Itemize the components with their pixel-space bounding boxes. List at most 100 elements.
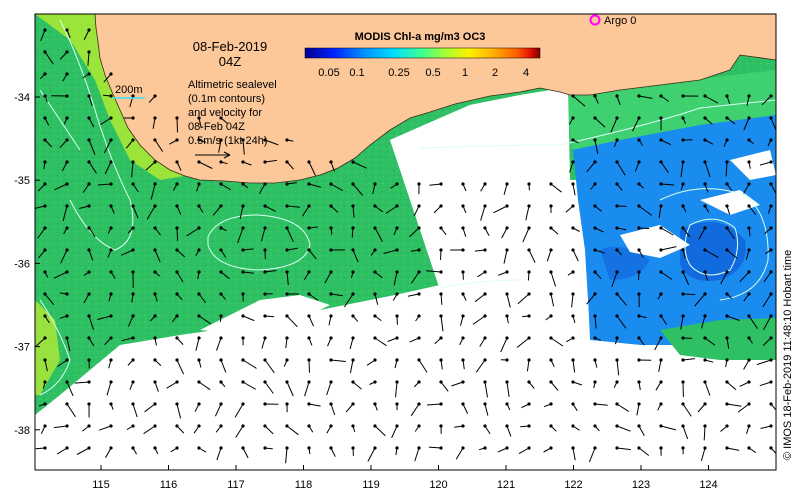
velocity-arrow-origin bbox=[769, 248, 773, 252]
velocity-arrow bbox=[264, 205, 276, 212]
velocity-arrow-origin bbox=[703, 204, 707, 208]
velocity-arrow-origin bbox=[109, 402, 113, 406]
velocity-arrow bbox=[212, 205, 222, 216]
velocity-arrow-origin bbox=[637, 138, 641, 142]
velocity-arrow-origin bbox=[681, 402, 685, 406]
velocity-arrow-origin bbox=[395, 446, 399, 450]
velocity-arrow-origin bbox=[417, 292, 421, 296]
velocity-arrow-origin bbox=[593, 424, 597, 428]
velocity-arrow-origin bbox=[527, 336, 531, 340]
velocity-arrow bbox=[220, 183, 231, 191]
velocity-arrows bbox=[35, 28, 776, 464]
velocity-arrow-origin bbox=[43, 50, 47, 54]
velocity-arrow bbox=[79, 205, 90, 209]
velocity-arrow-origin bbox=[87, 116, 91, 120]
colorbar-ticks: 0.05 0.1 0.25 0.5 1 2 4 bbox=[318, 67, 529, 79]
velocity-arrow-origin bbox=[769, 204, 773, 208]
velocity-arrow bbox=[484, 403, 489, 416]
velocity-arrow-origin bbox=[263, 226, 267, 230]
velocity-arrow bbox=[105, 447, 112, 458]
velocity-arrow-origin bbox=[43, 402, 47, 406]
velocity-arrow bbox=[308, 183, 322, 188]
velocity-arrow bbox=[330, 447, 336, 457]
velocity-arrow-origin bbox=[659, 358, 663, 362]
argo-float-marker[interactable] bbox=[589, 14, 601, 26]
velocity-arrow-origin bbox=[725, 204, 729, 208]
velocity-arrow-origin bbox=[571, 182, 575, 186]
velocity-arrow bbox=[660, 425, 677, 431]
velocity-arrow-origin bbox=[549, 380, 553, 384]
velocity-arrow bbox=[98, 425, 112, 431]
velocity-arrow-origin bbox=[549, 314, 553, 318]
velocity-arrow-origin bbox=[615, 182, 619, 186]
velocity-arrow bbox=[395, 381, 398, 398]
velocity-arrow-origin bbox=[65, 160, 69, 164]
velocity-arrow-origin bbox=[615, 160, 619, 164]
velocity-arrow bbox=[638, 447, 650, 456]
velocity-arrow bbox=[594, 249, 606, 254]
velocity-arrow-origin bbox=[461, 380, 465, 384]
velocity-arrow-origin bbox=[593, 314, 597, 318]
velocity-arrow bbox=[726, 403, 742, 407]
velocity-arrow bbox=[352, 183, 364, 196]
velocity-arrow-origin bbox=[65, 402, 69, 406]
colorbar-tick-label: 0.5 bbox=[425, 67, 440, 79]
velocity-arrow bbox=[660, 183, 675, 186]
velocity-arrow-origin bbox=[131, 226, 135, 230]
velocity-arrow-origin bbox=[703, 160, 707, 164]
velocity-arrow bbox=[349, 359, 354, 374]
velocity-arrow bbox=[37, 183, 46, 192]
velocity-arrow bbox=[616, 359, 620, 376]
velocity-arrow bbox=[418, 359, 428, 373]
velocity-arrow bbox=[616, 161, 626, 176]
velocity-arrow-origin bbox=[351, 402, 355, 406]
velocity-arrow bbox=[393, 271, 398, 286]
velocity-arrow bbox=[616, 315, 627, 329]
velocity-arrow bbox=[132, 205, 139, 219]
velocity-arrow bbox=[351, 227, 354, 238]
colorbar bbox=[304, 47, 541, 59]
velocity-arrow-origin bbox=[593, 358, 597, 362]
velocity-arrow-origin bbox=[571, 380, 575, 384]
velocity-arrow-origin bbox=[153, 226, 157, 230]
velocity-arrow bbox=[660, 271, 673, 280]
velocity-arrow-origin bbox=[703, 182, 707, 186]
velocity-arrow bbox=[610, 117, 618, 133]
velocity-arrow-origin bbox=[703, 402, 707, 406]
velocity-arrow bbox=[518, 447, 530, 455]
velocity-arrow-origin bbox=[461, 424, 465, 428]
velocity-arrow bbox=[237, 227, 244, 244]
velocity-arrow-origin bbox=[461, 292, 465, 296]
velocity-arrow-origin bbox=[769, 160, 773, 164]
velocity-arrow-origin bbox=[329, 292, 333, 296]
velocity-arrow-origin bbox=[219, 204, 223, 208]
velocity-arrow-origin bbox=[461, 270, 465, 274]
velocity-arrow-origin bbox=[307, 182, 311, 186]
velocity-arrow-origin bbox=[65, 226, 69, 230]
x-tick-label: 119 bbox=[362, 479, 380, 491]
velocity-arrow bbox=[500, 337, 508, 353]
velocity-arrow-origin bbox=[505, 380, 509, 384]
velocity-arrow-origin bbox=[681, 292, 685, 296]
velocity-arrow-origin bbox=[461, 204, 465, 208]
velocity-arrow bbox=[349, 337, 354, 350]
velocity-arrow-origin bbox=[329, 226, 333, 230]
velocity-arrow-origin bbox=[87, 94, 91, 98]
velocity-arrow bbox=[550, 293, 555, 307]
velocity-arrow bbox=[739, 381, 750, 387]
velocity-arrow-origin bbox=[527, 292, 531, 296]
velocity-arrow-origin bbox=[373, 402, 377, 406]
velocity-arrow-origin bbox=[395, 270, 399, 274]
velocity-arrow-origin bbox=[109, 336, 113, 340]
velocity-arrow bbox=[343, 293, 354, 308]
velocity-arrow-origin bbox=[197, 138, 201, 142]
velocity-arrow-origin bbox=[197, 204, 201, 208]
velocity-arrow-origin bbox=[483, 446, 487, 450]
velocity-arrow bbox=[154, 381, 159, 392]
velocity-arrow-origin bbox=[65, 138, 69, 142]
velocity-arrow bbox=[218, 139, 222, 153]
velocity-arrow bbox=[44, 359, 48, 372]
velocity-arrow-origin bbox=[351, 204, 355, 208]
velocity-arrow-origin bbox=[681, 314, 685, 318]
velocity-arrow-origin bbox=[483, 424, 487, 428]
